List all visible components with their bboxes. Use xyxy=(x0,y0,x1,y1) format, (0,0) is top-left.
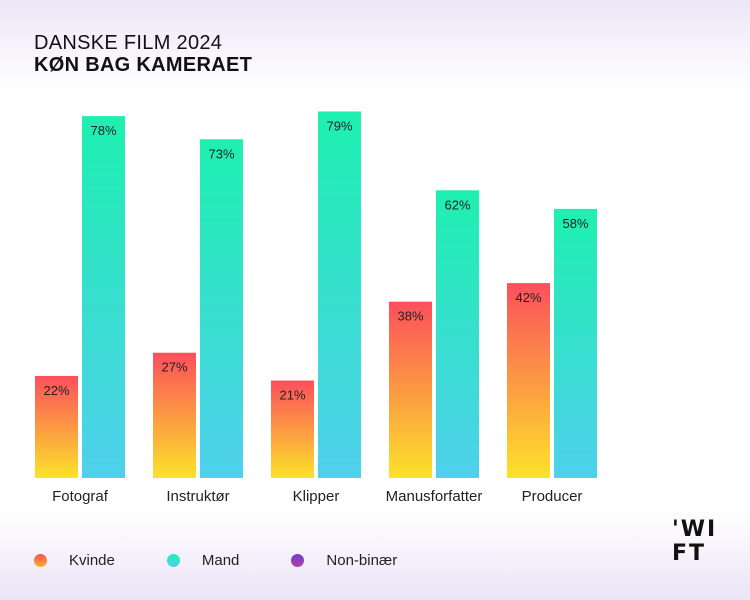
data-label-kvinde-0: 22% xyxy=(43,383,69,398)
legend-label-non-binaer: Non-binær xyxy=(326,552,398,569)
data-label-kvinde-3: 38% xyxy=(397,309,423,324)
bar-mand-4 xyxy=(554,208,597,478)
legend-item-non-binaer: Non-binær xyxy=(291,552,397,569)
data-label-kvinde-4: 42% xyxy=(515,290,541,305)
logo-line2: FT xyxy=(672,541,707,566)
category-label-3: Manusforfatter xyxy=(386,488,483,505)
legend-item-mand: Mand xyxy=(166,552,240,569)
legend-swatch-non-binaer xyxy=(291,554,305,567)
data-label-kvinde-1: 27% xyxy=(161,360,187,375)
legend-swatch-mand xyxy=(166,554,180,567)
bar-kvinde-1 xyxy=(153,352,196,478)
legend: Kvinde Mand Non-binær xyxy=(34,552,449,569)
legend-swatch-kvinde xyxy=(34,554,47,567)
category-label-1: Instruktør xyxy=(166,488,229,505)
data-label-mand-2: 79% xyxy=(326,118,352,133)
chart-subtitle: KØN BAG KAMERAET xyxy=(34,54,253,76)
bar-mand-0 xyxy=(82,116,125,478)
category-label-0: Fotograf xyxy=(52,488,109,505)
legend-item-kvinde: Kvinde xyxy=(34,552,115,569)
data-label-mand-1: 73% xyxy=(208,146,234,161)
bar-kvinde-4 xyxy=(507,283,550,478)
bar-mand-1 xyxy=(200,139,243,478)
bar-kvinde-2 xyxy=(271,380,314,478)
bar-chart: 22% 78% Fotograf 27% 73% Instruktør 21% 79% Klip… xyxy=(35,111,597,505)
legend-label-kvinde: Kvinde xyxy=(69,552,115,569)
data-label-mand-3: 62% xyxy=(444,197,470,212)
bar-kvinde-3 xyxy=(389,301,432,478)
data-label-mand-4: 58% xyxy=(562,216,588,231)
data-label-mand-0: 78% xyxy=(90,123,116,138)
data-label-kvinde-2: 21% xyxy=(279,388,305,403)
category-label-2: Klipper xyxy=(293,488,340,505)
wift-logo: 'WI FT xyxy=(672,518,720,568)
chart-title: DANSKE FILM 2024 xyxy=(34,32,223,54)
logo-line1: 'WI xyxy=(672,517,718,542)
bar-kvinde-0 xyxy=(35,375,78,478)
bar-mand-2 xyxy=(318,111,361,478)
legend-label-mand: Mand xyxy=(201,552,240,569)
category-label-4: Producer xyxy=(522,488,583,505)
bar-mand-3 xyxy=(436,190,479,478)
